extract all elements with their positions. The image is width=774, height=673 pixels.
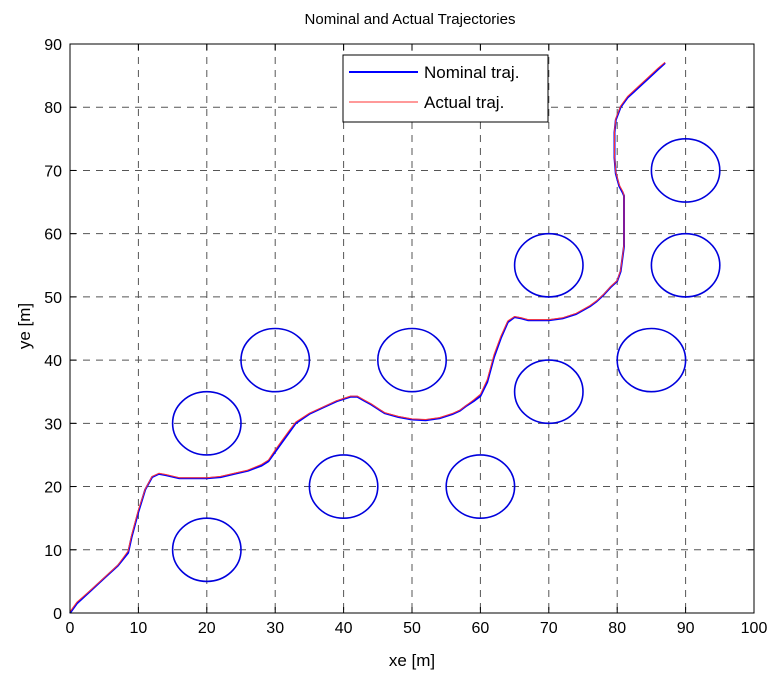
y-tick-label: 40 bbox=[44, 353, 62, 370]
obstacle-circle bbox=[650, 232, 721, 298]
obstacle-circle bbox=[445, 454, 516, 519]
x-axis-label: xe [m] bbox=[389, 651, 435, 670]
y-tick-label: 90 bbox=[44, 37, 62, 54]
x-tick-label: 60 bbox=[472, 620, 490, 637]
trajectory-lines bbox=[69, 61, 666, 614]
obstacle-circle bbox=[616, 327, 687, 393]
legend-box bbox=[342, 54, 549, 123]
actual-trajectory-line bbox=[69, 61, 666, 612]
obstacle-circle bbox=[376, 327, 447, 393]
legend: Nominal traj. Actual traj. bbox=[342, 54, 549, 123]
y-tick-label: 20 bbox=[44, 480, 62, 497]
x-tick-label: 20 bbox=[198, 620, 216, 637]
obstacle-circle bbox=[240, 327, 311, 393]
x-tick-label: 50 bbox=[403, 620, 421, 637]
x-tick-label: 30 bbox=[266, 620, 284, 637]
y-tick-label: 80 bbox=[44, 100, 62, 117]
obstacle-circle bbox=[171, 390, 242, 456]
y-tick-label: 0 bbox=[53, 606, 62, 623]
chart-title: Nominal and Actual Trajectories bbox=[305, 11, 516, 28]
obstacle-circle bbox=[171, 517, 242, 583]
y-tick-label: 60 bbox=[44, 227, 62, 244]
x-tick-label: 80 bbox=[608, 620, 626, 637]
x-tick-label: 40 bbox=[335, 620, 353, 637]
axis-ticks: 0 10 20 30 40 50 60 70 80 90 100 0 10 20 30 40 50 60 70 80 9… bbox=[44, 37, 767, 637]
obstacle-circles bbox=[171, 138, 721, 583]
x-tick-label: 90 bbox=[677, 620, 695, 637]
y-axis-label: ye [m] bbox=[15, 303, 34, 349]
x-tick-label: 0 bbox=[66, 620, 75, 637]
obstacle-circle bbox=[308, 454, 379, 519]
nominal-trajectory-line bbox=[69, 62, 666, 614]
legend-label-nominal: Nominal traj. bbox=[424, 63, 519, 82]
obstacle-circle bbox=[513, 359, 584, 425]
y-tick-label: 30 bbox=[44, 416, 62, 433]
y-tick-label: 10 bbox=[44, 543, 62, 560]
y-tick-label: 50 bbox=[44, 290, 62, 307]
x-tick-label: 10 bbox=[130, 620, 148, 637]
obstacle-circle bbox=[513, 232, 584, 298]
x-tick-label: 70 bbox=[540, 620, 558, 637]
y-tick-label: 70 bbox=[44, 163, 62, 180]
legend-label-actual: Actual traj. bbox=[424, 93, 504, 112]
obstacle-circle bbox=[650, 138, 721, 203]
x-tick-label: 100 bbox=[741, 620, 768, 637]
